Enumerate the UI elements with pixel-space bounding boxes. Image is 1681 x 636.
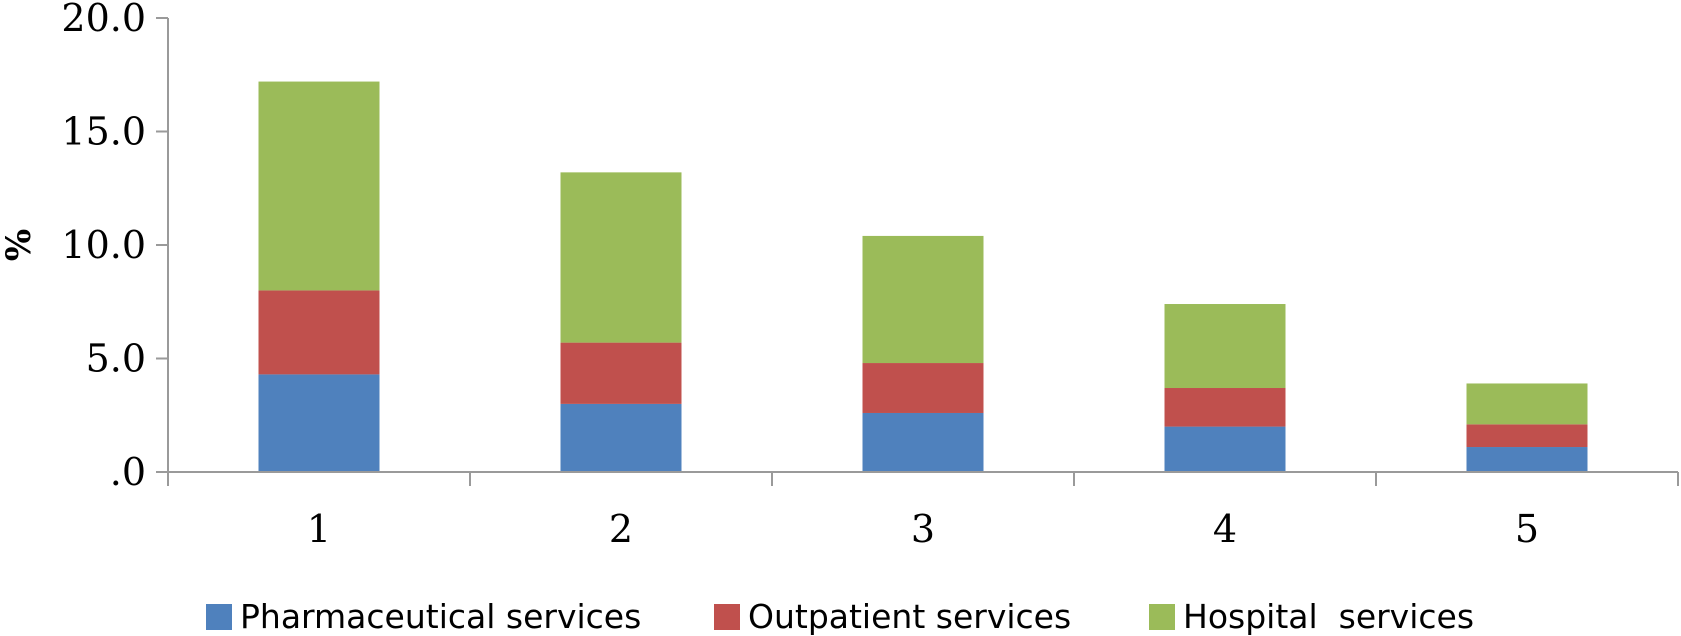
legend-label: Outpatient services bbox=[748, 597, 1071, 636]
y-ticks: .0 5.0 10.0 15.0 20.0 bbox=[61, 0, 168, 494]
bar-hospital-2 bbox=[560, 172, 682, 343]
bar-outpatient-2 bbox=[560, 342, 682, 404]
x-tick-label: 1 bbox=[307, 507, 331, 551]
y-tick-label: 5.0 bbox=[86, 337, 146, 381]
y-axis-label: % bbox=[0, 229, 39, 261]
bar-outpatient-4 bbox=[1164, 388, 1286, 427]
legend-swatch bbox=[1149, 604, 1175, 630]
bar-hospital-1 bbox=[258, 81, 380, 291]
bar-pharmaceutical-5 bbox=[1466, 447, 1588, 472]
y-tick-label: .0 bbox=[110, 450, 146, 494]
legend: Pharmaceutical services Outpatient servic… bbox=[206, 597, 1474, 636]
x-tick-label: 4 bbox=[1213, 507, 1237, 551]
x-tick-label: 5 bbox=[1515, 507, 1539, 551]
bar-outpatient-1 bbox=[258, 290, 380, 375]
bar-hospital-3 bbox=[862, 235, 984, 364]
y-tick-label: 20.0 bbox=[61, 0, 146, 40]
legend-swatch bbox=[714, 604, 740, 630]
x-tick-label: 3 bbox=[911, 507, 935, 551]
bar-outpatient-5 bbox=[1466, 424, 1588, 448]
x-tick-label: 2 bbox=[609, 507, 633, 551]
bars-group bbox=[258, 81, 1588, 472]
bar-pharmaceutical-2 bbox=[560, 403, 682, 472]
bar-pharmaceutical-1 bbox=[258, 374, 380, 472]
x-ticks: 1 2 3 4 5 bbox=[167, 472, 1679, 551]
legend-label: Pharmaceutical services bbox=[240, 597, 641, 636]
y-tick-label: 15.0 bbox=[61, 110, 146, 154]
bar-pharmaceutical-3 bbox=[862, 412, 984, 472]
bar-hospital-4 bbox=[1164, 304, 1286, 389]
bar-hospital-5 bbox=[1466, 383, 1588, 425]
legend-label: Hospital services bbox=[1183, 597, 1474, 636]
bar-outpatient-3 bbox=[862, 363, 984, 413]
y-tick-label: 10.0 bbox=[61, 223, 146, 267]
legend-swatch bbox=[206, 604, 232, 630]
bar-pharmaceutical-4 bbox=[1164, 426, 1286, 472]
